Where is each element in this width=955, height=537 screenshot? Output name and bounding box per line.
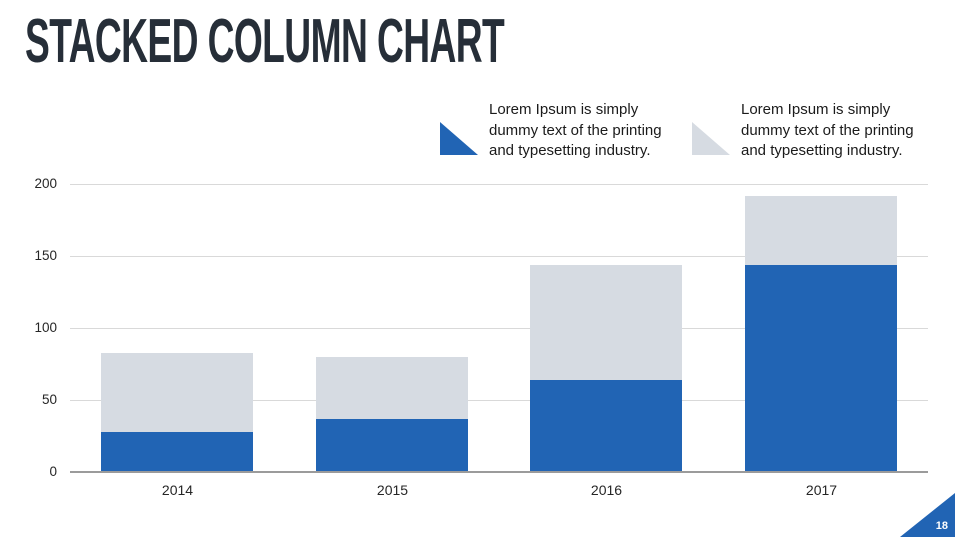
page-number: 18 xyxy=(935,520,948,532)
y-tick-label-200: 200 xyxy=(34,176,57,191)
y-tick-label-150: 150 xyxy=(34,248,57,263)
bar-2014 xyxy=(101,352,253,471)
chart-plot-area: 0 50 100 150 200 2014 2015 2016 2017 xyxy=(34,176,928,498)
bar-2016-segment-series-1-blue xyxy=(530,380,682,471)
x-tick-label-2015: 2015 xyxy=(376,482,409,498)
x-tick-label-2014: 2014 xyxy=(161,482,194,498)
bar-2015-segment-series-2-light-gray xyxy=(316,357,468,420)
bar-2017-segment-series-1-blue xyxy=(745,265,897,471)
legend-gray-triangle-icon xyxy=(692,122,730,155)
gridline-150 xyxy=(70,256,928,257)
y-tick-label-100: 100 xyxy=(34,320,57,335)
page-title: STACKED COLUMN CHART xyxy=(25,7,505,76)
bar-2014-segment-series-1-blue xyxy=(101,432,253,471)
x-axis-line xyxy=(70,471,928,473)
bar-2016-segment-series-2-light-gray xyxy=(530,265,682,381)
bar-2017 xyxy=(745,196,897,471)
bar-2015 xyxy=(316,357,468,471)
y-tick-label-0: 0 xyxy=(49,464,57,479)
legend-1-text: Lorem Ipsum is simply dummy text of the … xyxy=(489,101,662,159)
y-tick-label-50: 50 xyxy=(41,392,57,407)
bar-2014-segment-series-2-light-gray xyxy=(101,352,253,433)
x-tick-label-2016: 2016 xyxy=(590,482,623,498)
gridline-100 xyxy=(70,328,928,329)
legend-2-text: Lorem Ipsum is simply dummy text of the … xyxy=(741,101,914,159)
bar-2017-segment-series-2-light-gray xyxy=(745,196,897,266)
bar-2015-segment-series-1-blue xyxy=(316,419,468,471)
x-tick-label-2017: 2017 xyxy=(805,482,838,498)
bar-2016 xyxy=(530,265,682,471)
gridline-50 xyxy=(70,400,928,401)
gridline-200 xyxy=(70,184,928,185)
legend-blue-triangle-icon xyxy=(440,122,478,155)
